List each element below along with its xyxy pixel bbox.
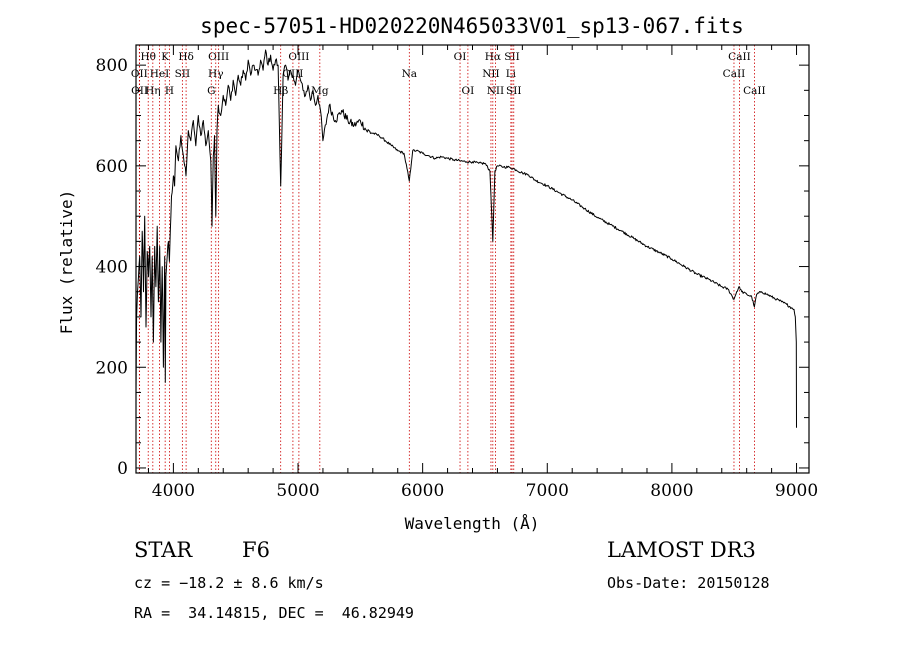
- line-marker-label: OII: [131, 85, 148, 97]
- x-tick-label: 7000: [526, 481, 569, 501]
- line-marker-label: OI: [462, 85, 475, 97]
- object-class: STAR: [134, 538, 193, 562]
- y-tick-label: 0: [117, 459, 128, 479]
- x-tick-label: 9000: [775, 481, 818, 501]
- line-marker-label: OIII: [288, 51, 309, 63]
- y-tick-label: 200: [96, 358, 128, 378]
- observation-date: Obs-Date: 20150128: [607, 574, 770, 592]
- line-marker-label: G: [207, 85, 215, 97]
- redshift-value: cz = −18.2 ± 8.6 km/s: [134, 574, 324, 592]
- spectral-subclass: F6: [242, 538, 270, 562]
- line-marker-label: Hδ: [178, 51, 193, 63]
- plot-frame: [135, 44, 810, 474]
- line-marker-label: NII: [482, 68, 499, 80]
- flux-series: [135, 49, 797, 428]
- line-marker-label: H: [165, 85, 174, 97]
- line-marker-label: Li: [506, 68, 517, 80]
- x-tick-label: 6000: [401, 481, 444, 501]
- x-tick-label: 5000: [276, 481, 319, 501]
- flux-line: [135, 49, 797, 428]
- y-tick-label: 600: [96, 157, 128, 177]
- line-marker-label: NII: [487, 85, 504, 97]
- y-axis: 0 200 400 600 800: [96, 56, 809, 479]
- line-marker-label: Hη: [145, 85, 160, 97]
- x-axis-label: Wavelength (Å): [405, 514, 540, 533]
- x-tick-label: 4000: [152, 481, 195, 501]
- y-axis-label: Flux (relative): [57, 190, 76, 335]
- line-marker-label: Mg: [311, 85, 329, 97]
- line-marker-label: CaII: [723, 68, 746, 80]
- line-marker-label: OIII: [208, 51, 229, 63]
- line-marker-label: SII: [175, 68, 191, 80]
- line-marker-label: Hα: [485, 51, 501, 63]
- line-marker-label: Na: [402, 68, 417, 80]
- line-marker-label: HeI: [150, 68, 170, 80]
- line-marker-label: CaII: [743, 85, 766, 97]
- chart-title: spec-57051-HD020220N465033V01_sp13-067.f…: [200, 14, 744, 38]
- line-marker-label: Hθ: [140, 51, 155, 63]
- coordinates: RA = 34.14815, DEC = 46.82949: [134, 604, 414, 622]
- survey-name: LAMOST DR3: [607, 538, 756, 562]
- x-tick-label: 8000: [650, 481, 693, 501]
- line-marker-label: K: [161, 51, 169, 63]
- line-marker-label: SII: [504, 51, 520, 63]
- y-tick-label: 800: [96, 56, 128, 76]
- line-marker-label: Hβ: [273, 85, 288, 97]
- line-marker-label: SII: [506, 85, 522, 97]
- y-tick-label: 400: [96, 258, 128, 278]
- x-axis: 4000 5000 6000 7000 8000 9000: [147, 45, 818, 501]
- line-marker-label: CaII: [728, 51, 751, 63]
- line-marker-label: Hγ: [208, 68, 223, 80]
- line-marker-label: OI: [454, 51, 467, 63]
